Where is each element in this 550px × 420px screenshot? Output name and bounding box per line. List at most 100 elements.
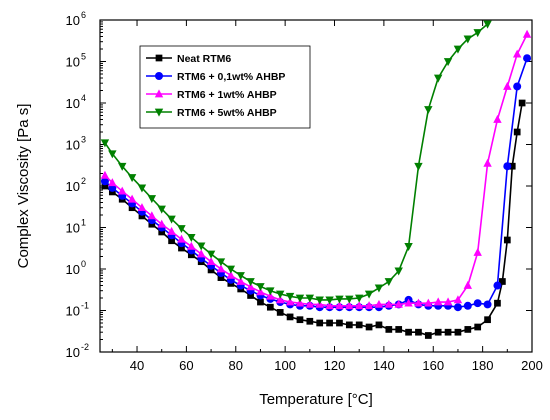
y-tick-label: 10 <box>66 13 80 28</box>
data-point <box>306 317 314 325</box>
data-point <box>295 294 305 303</box>
data-point <box>157 205 166 214</box>
data-point <box>226 265 236 274</box>
series-3 <box>100 20 492 305</box>
data-point <box>325 296 334 305</box>
data-point <box>483 20 492 29</box>
data-point <box>167 215 176 224</box>
data-point <box>394 299 403 308</box>
data-point <box>167 226 176 235</box>
y-tick-label: 10 <box>66 55 80 70</box>
data-point <box>100 139 110 148</box>
x-tick-label: 40 <box>130 358 144 373</box>
data-point <box>187 233 196 242</box>
data-point <box>100 170 110 179</box>
data-point <box>404 243 413 252</box>
legend-label: RTM6 + 0,1wt% AHBP <box>177 71 285 83</box>
data-point <box>216 264 226 273</box>
y-tick-label: 10 <box>66 345 80 360</box>
data-point <box>513 82 522 91</box>
data-point <box>473 299 482 308</box>
y-tick-label: 10 <box>66 221 80 236</box>
data-point <box>147 195 157 204</box>
data-point <box>157 219 166 228</box>
data-point <box>518 99 526 107</box>
data-point <box>463 280 473 289</box>
data-point <box>206 257 216 266</box>
data-point <box>178 244 185 252</box>
data-point <box>137 184 147 193</box>
legend-label: RTM6 + 1wt% AHBP <box>177 89 277 101</box>
data-point <box>137 203 147 212</box>
y-tick-exponent: 3 <box>81 135 86 145</box>
data-point <box>246 278 255 287</box>
legend-marker <box>154 89 164 98</box>
data-point <box>138 212 146 220</box>
data-point <box>305 294 315 303</box>
data-point <box>345 295 354 304</box>
y-tick-label: 10 <box>66 96 80 111</box>
data-point <box>499 278 506 285</box>
data-point <box>276 309 284 316</box>
data-point <box>474 323 482 331</box>
data-point <box>296 316 304 324</box>
y-tick-label: 10 <box>66 262 80 277</box>
data-point <box>335 295 344 304</box>
data-point <box>158 228 166 236</box>
data-point <box>216 258 226 267</box>
data-point <box>187 251 195 259</box>
series-line <box>104 23 489 301</box>
data-point <box>128 204 136 212</box>
legend-box <box>139 45 311 129</box>
data-point <box>375 321 383 329</box>
y-tick-exponent: 2 <box>81 176 86 186</box>
data-point <box>464 326 472 333</box>
data-point <box>424 332 432 339</box>
y-tick-exponent: -1 <box>81 301 89 311</box>
y-tick-exponent: 4 <box>81 93 86 103</box>
data-point <box>147 211 157 220</box>
series-layer <box>100 20 532 339</box>
data-point <box>503 81 512 90</box>
data-point <box>206 250 216 259</box>
x-tick-label: 200 <box>521 358 543 373</box>
data-point <box>285 292 295 301</box>
x-tick-label: 80 <box>229 358 243 373</box>
data-point <box>101 182 109 190</box>
data-point <box>168 237 175 245</box>
data-point <box>444 328 452 336</box>
data-point <box>483 158 492 167</box>
legend: Neat RTM6 RTM6 + 0,1wt% AHBP RTM6 + 1wt% A… <box>139 45 311 129</box>
y-tick-exponent: -2 <box>81 342 89 352</box>
data-point <box>325 301 334 310</box>
data-point <box>257 298 264 306</box>
data-point <box>483 300 492 309</box>
data-point <box>424 106 433 115</box>
data-point <box>364 290 374 299</box>
data-point <box>404 298 413 307</box>
data-point <box>463 301 472 310</box>
data-point <box>326 319 333 327</box>
x-tick-label: 100 <box>274 358 296 373</box>
x-tick-label: 180 <box>472 358 494 373</box>
y-tick-exponent: 5 <box>81 52 86 62</box>
data-point <box>336 319 343 327</box>
data-point <box>433 297 443 306</box>
data-point <box>433 74 443 83</box>
series-2 <box>100 29 532 310</box>
data-point <box>484 316 491 324</box>
data-point <box>384 278 394 287</box>
data-point <box>414 162 423 171</box>
data-point <box>286 313 294 321</box>
data-point <box>493 281 502 290</box>
data-point <box>508 162 516 170</box>
data-point <box>197 249 206 258</box>
y-tick-label: 10 <box>66 179 80 194</box>
data-point <box>266 291 275 300</box>
data-point <box>187 241 196 250</box>
data-point <box>385 326 393 333</box>
data-point <box>434 328 442 336</box>
data-point <box>315 296 324 305</box>
data-point <box>285 297 295 306</box>
data-point <box>512 49 522 58</box>
